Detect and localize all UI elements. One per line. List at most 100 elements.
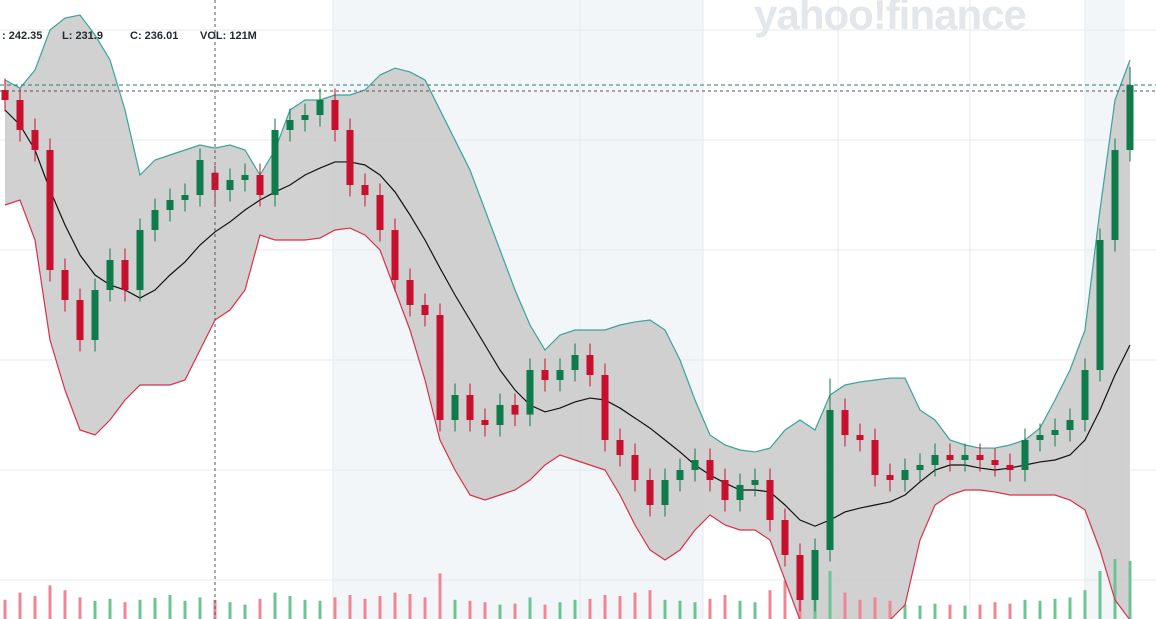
band-upper <box>4 14 1131 453</box>
candle-body <box>271 130 279 195</box>
candle-body <box>1081 370 1089 420</box>
candle-body <box>766 480 774 520</box>
candle-body <box>241 175 249 180</box>
band-area <box>5 15 1130 619</box>
volume-bar <box>318 600 322 619</box>
candle-body <box>331 100 339 130</box>
candle-body <box>46 150 54 270</box>
candle-body <box>1066 420 1074 430</box>
candle-body <box>1036 435 1044 440</box>
candle-body <box>916 465 924 470</box>
legend-volume: VOL: 121M <box>200 30 257 42</box>
candle-body <box>511 405 519 415</box>
candle-body <box>91 290 99 340</box>
candle-body <box>826 410 834 550</box>
volume-bar <box>993 602 997 619</box>
candle-body <box>361 185 369 195</box>
volume-bar <box>243 604 247 619</box>
candle-body <box>166 200 174 210</box>
candle-body <box>136 230 144 290</box>
volume-bar <box>1053 598 1057 619</box>
volume-bar <box>828 571 832 619</box>
candle-body <box>931 455 939 465</box>
volume-bar <box>453 599 457 619</box>
volume-bar <box>558 602 562 619</box>
volume-bar <box>63 590 67 619</box>
volume-bar <box>273 592 277 619</box>
candle-body <box>706 460 714 480</box>
candle-body <box>301 115 309 120</box>
candle-body <box>586 355 594 375</box>
volume-bar <box>933 603 937 619</box>
legend-close: C: 236.01 <box>130 30 178 42</box>
candle-body <box>61 270 69 300</box>
volume-bar <box>723 595 727 619</box>
volume-bar <box>708 598 712 619</box>
candle-body <box>721 480 729 500</box>
candle-body <box>76 300 84 340</box>
candle-body <box>991 460 999 465</box>
band-lower <box>4 199 1130 619</box>
volume-bar <box>843 592 847 619</box>
volume-bar <box>288 595 292 619</box>
candle-body <box>961 455 969 460</box>
volume-bar <box>393 592 397 619</box>
volume-bar <box>213 599 217 619</box>
candle-body <box>616 440 624 455</box>
volume-bar <box>108 598 112 619</box>
volume-bar <box>978 604 982 619</box>
volume-bar <box>228 602 232 619</box>
volume-bar <box>363 598 367 619</box>
candle-body <box>556 370 564 380</box>
volume-bar <box>1098 571 1102 619</box>
candle-body <box>1051 430 1059 435</box>
candle-body <box>571 355 579 370</box>
volume-bar <box>408 594 412 619</box>
candle-body <box>841 410 849 435</box>
candle-body <box>631 455 639 480</box>
candle-body <box>856 435 864 440</box>
candle-body <box>676 470 684 480</box>
volume-bar <box>648 590 652 619</box>
volume-bar <box>498 604 502 619</box>
volume-bar <box>1083 590 1087 619</box>
volume-bar <box>378 595 382 619</box>
volume-bar <box>438 573 442 619</box>
volume-bar <box>888 600 892 619</box>
volume-bar <box>963 605 967 619</box>
ohlc-legend: : 242.35 L: 231.9 C: 236.01 VOL: 121M <box>2 30 257 42</box>
candle-body <box>1111 150 1119 240</box>
volume-bar <box>483 602 487 619</box>
volume-bar <box>1068 597 1072 619</box>
candle-body <box>751 480 759 485</box>
volume-bar <box>348 595 352 619</box>
volume-bar <box>873 597 877 619</box>
volume-bar <box>18 592 22 619</box>
candle-body <box>976 455 984 460</box>
volume-bar <box>198 597 202 619</box>
volume-bar <box>753 602 757 619</box>
volume-bar <box>618 595 622 619</box>
volume-bar <box>678 600 682 619</box>
volume-bar <box>123 602 127 619</box>
legend-high: : 242.35 <box>2 30 42 42</box>
volume-bar <box>633 592 637 619</box>
volume-bar <box>1023 599 1027 619</box>
candle-body <box>736 485 744 500</box>
candle-body <box>436 315 444 420</box>
volume-bar <box>603 595 607 619</box>
volume-bar <box>153 597 157 619</box>
volume-bar <box>858 599 862 619</box>
candle-body <box>601 375 609 440</box>
candle-body <box>106 260 114 290</box>
candle-body <box>376 195 384 230</box>
candle-body <box>406 280 414 305</box>
candle-body <box>481 420 489 425</box>
volume-bar <box>1008 603 1012 619</box>
candle-body <box>16 100 24 130</box>
volume-bar <box>1038 600 1042 619</box>
volume-bar <box>3 599 7 619</box>
candle-body <box>286 120 294 130</box>
volume-bar <box>663 599 667 619</box>
